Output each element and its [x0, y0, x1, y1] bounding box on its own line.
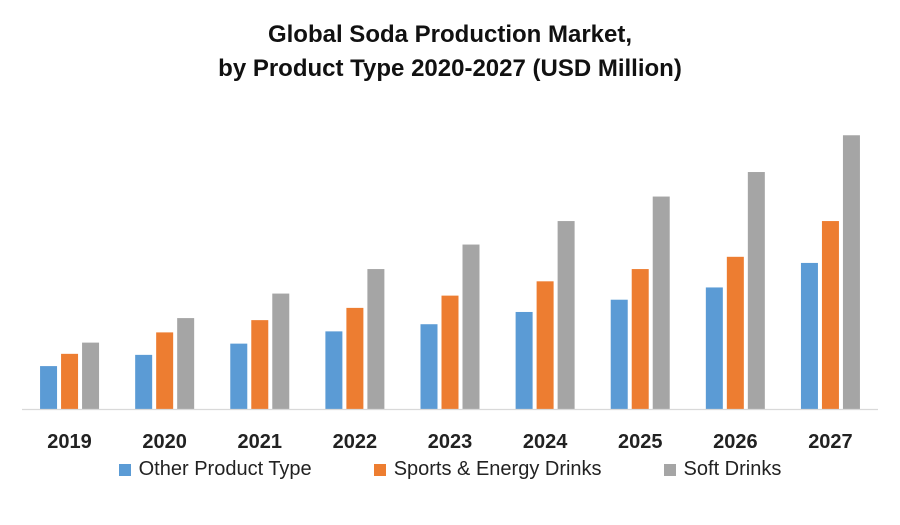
bar-sports-energy-drinks-2026: [726, 256, 744, 409]
bar-sports-energy-drinks-2024: [536, 281, 554, 409]
bar-sports-energy-drinks-2022: [346, 307, 364, 409]
legend-item-soft-drinks: Soft Drinks: [663, 458, 782, 481]
bar-other-product-type-2024: [515, 311, 533, 409]
legend-item-sports-energy-drinks: Sports & Energy Drinks: [373, 458, 602, 481]
bar-soft-drinks-2026: [747, 172, 765, 409]
legend-label-sports-energy-drinks: Sports & Energy Drinks: [393, 458, 602, 480]
x-tick-label-2022: 2022: [333, 431, 378, 453]
bar-sports-energy-drinks-2019: [61, 353, 79, 409]
bar-sports-energy-drinks-2023: [441, 295, 459, 409]
bar-soft-drinks-2025: [652, 196, 670, 409]
bar-soft-drinks-2021: [272, 293, 290, 409]
legend-swatch-sports-energy-drinks: [373, 463, 386, 476]
chart-title-line-2: by Product Type 2020-2027 (USD Million): [218, 55, 682, 82]
bar-other-product-type-2023: [420, 324, 438, 409]
x-tick-label-2020: 2020: [142, 431, 187, 453]
x-tick-label-2027: 2027: [808, 431, 853, 453]
x-tick-label-2021: 2021: [238, 431, 283, 453]
chart-title-line-1: Global Soda Production Market,: [267, 21, 633, 48]
bar-other-product-type-2019: [40, 366, 58, 409]
x-tick-label-2019: 2019: [47, 431, 92, 453]
legend-label-other-product-type: Other Product Type: [138, 458, 312, 480]
bar-other-product-type-2027: [800, 262, 818, 409]
bar-other-product-type-2020: [135, 354, 153, 409]
bar-other-product-type-2022: [325, 331, 343, 409]
bar-sports-energy-drinks-2020: [156, 332, 174, 409]
legend-label-soft-drinks: Soft Drinks: [683, 458, 782, 480]
x-tick-label-2024: 2024: [523, 431, 568, 453]
bar-soft-drinks-2027: [842, 135, 860, 409]
legend-swatch-soft-drinks: [663, 463, 676, 476]
bar-sports-energy-drinks-2021: [251, 320, 269, 409]
bar-soft-drinks-2023: [462, 244, 480, 409]
bar-other-product-type-2025: [610, 299, 628, 409]
bar-soft-drinks-2024: [557, 221, 575, 409]
x-tick-label-2026: 2026: [713, 431, 758, 453]
bar-sports-energy-drinks-2027: [821, 221, 839, 409]
legend-swatch-other-product-type: [118, 463, 131, 476]
bar-soft-drinks-2019: [82, 342, 100, 409]
legend-item-other-product-type: Other Product Type: [118, 458, 312, 481]
chart-title: Global Soda Production Market, by Produc…: [0, 18, 900, 86]
x-tick-label-2023: 2023: [428, 431, 473, 453]
bar-soft-drinks-2022: [367, 269, 385, 409]
bar-other-product-type-2021: [230, 343, 248, 409]
x-tick-label-2025: 2025: [618, 431, 663, 453]
bar-sports-energy-drinks-2025: [631, 269, 649, 409]
bar-other-product-type-2026: [705, 287, 723, 409]
chart-legend: Other Product Type Sports & Energy Drink…: [0, 458, 900, 481]
bar-soft-drinks-2020: [177, 318, 195, 409]
